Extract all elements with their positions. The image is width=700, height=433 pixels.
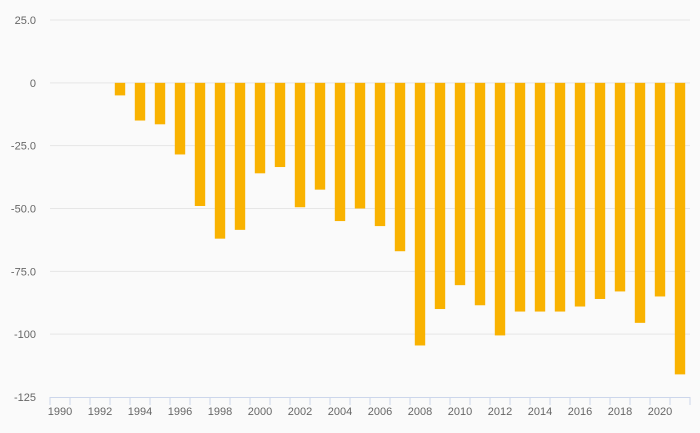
bar-2000[interactable] <box>254 82 266 174</box>
x-tick-label: 2000 <box>248 406 272 418</box>
bar-2012[interactable] <box>494 82 506 336</box>
x-tick-label: 1994 <box>128 406 152 418</box>
x-tick-label: 2010 <box>448 406 472 418</box>
y-tick-label: -25.0 <box>11 141 36 153</box>
bar-2009[interactable] <box>434 82 446 310</box>
bar-2019[interactable] <box>634 82 646 323</box>
x-tick-label: 1990 <box>48 406 72 418</box>
bar-1997[interactable] <box>194 82 206 206</box>
bar-1994[interactable] <box>134 82 146 121</box>
bar-2007[interactable] <box>394 82 406 252</box>
x-tick-label: 2012 <box>488 406 512 418</box>
y-axis-labels: 25.0 0 -25.0 -50.0 -75.0 -100 -125 <box>11 15 36 404</box>
x-tick-label: 1992 <box>88 406 112 418</box>
bar-2003[interactable] <box>314 82 326 190</box>
bar-2020[interactable] <box>654 82 666 297</box>
x-tick-label: 1998 <box>208 406 232 418</box>
y-tick-label: -100 <box>14 329 36 341</box>
y-tick-label: -50.0 <box>11 204 36 216</box>
x-tick-label: 2014 <box>528 406 552 418</box>
x-tick-label: 2020 <box>648 406 672 418</box>
x-tick-label: 2006 <box>368 406 392 418</box>
bar-1999[interactable] <box>234 82 246 230</box>
bar-1998[interactable] <box>214 82 226 239</box>
x-tick-label: 2004 <box>328 406 352 418</box>
x-tick-label: 1996 <box>168 406 192 418</box>
bar-1995[interactable] <box>154 82 166 125</box>
bar-2001[interactable] <box>274 82 286 168</box>
bar-2016[interactable] <box>574 82 586 307</box>
y-tick-label: 0 <box>30 78 36 90</box>
x-axis: 1990 1992 1994 1996 1998 2000 2002 2004 2006 2008… <box>48 397 691 418</box>
bar-2011[interactable] <box>474 82 486 306</box>
bar-2002[interactable] <box>294 82 306 208</box>
bar-2013[interactable] <box>514 82 526 312</box>
x-tick-label: 2018 <box>608 406 632 418</box>
y-tick-label: -125 <box>14 392 36 404</box>
grid-lines <box>50 19 690 335</box>
x-tick-label: 2016 <box>568 406 592 418</box>
bar-2006[interactable] <box>374 82 386 227</box>
bars <box>114 82 686 375</box>
bar-2010[interactable] <box>454 82 466 286</box>
bar-2005[interactable] <box>354 82 366 209</box>
bar-2021[interactable] <box>674 82 686 375</box>
bar-2014[interactable] <box>534 82 546 312</box>
bar-2018[interactable] <box>614 82 626 292</box>
y-tick-label: -75.0 <box>11 266 36 278</box>
bar-2008[interactable] <box>414 82 426 346</box>
bar-2017[interactable] <box>594 82 606 299</box>
bar-1996[interactable] <box>174 82 186 155</box>
x-tick-label: 2008 <box>408 406 432 418</box>
bar-2004[interactable] <box>334 82 346 222</box>
x-tick-label: 2002 <box>288 406 312 418</box>
y-tick-label: 25.0 <box>15 15 36 27</box>
bar-1993[interactable] <box>114 82 126 96</box>
bar-2015[interactable] <box>554 82 566 312</box>
